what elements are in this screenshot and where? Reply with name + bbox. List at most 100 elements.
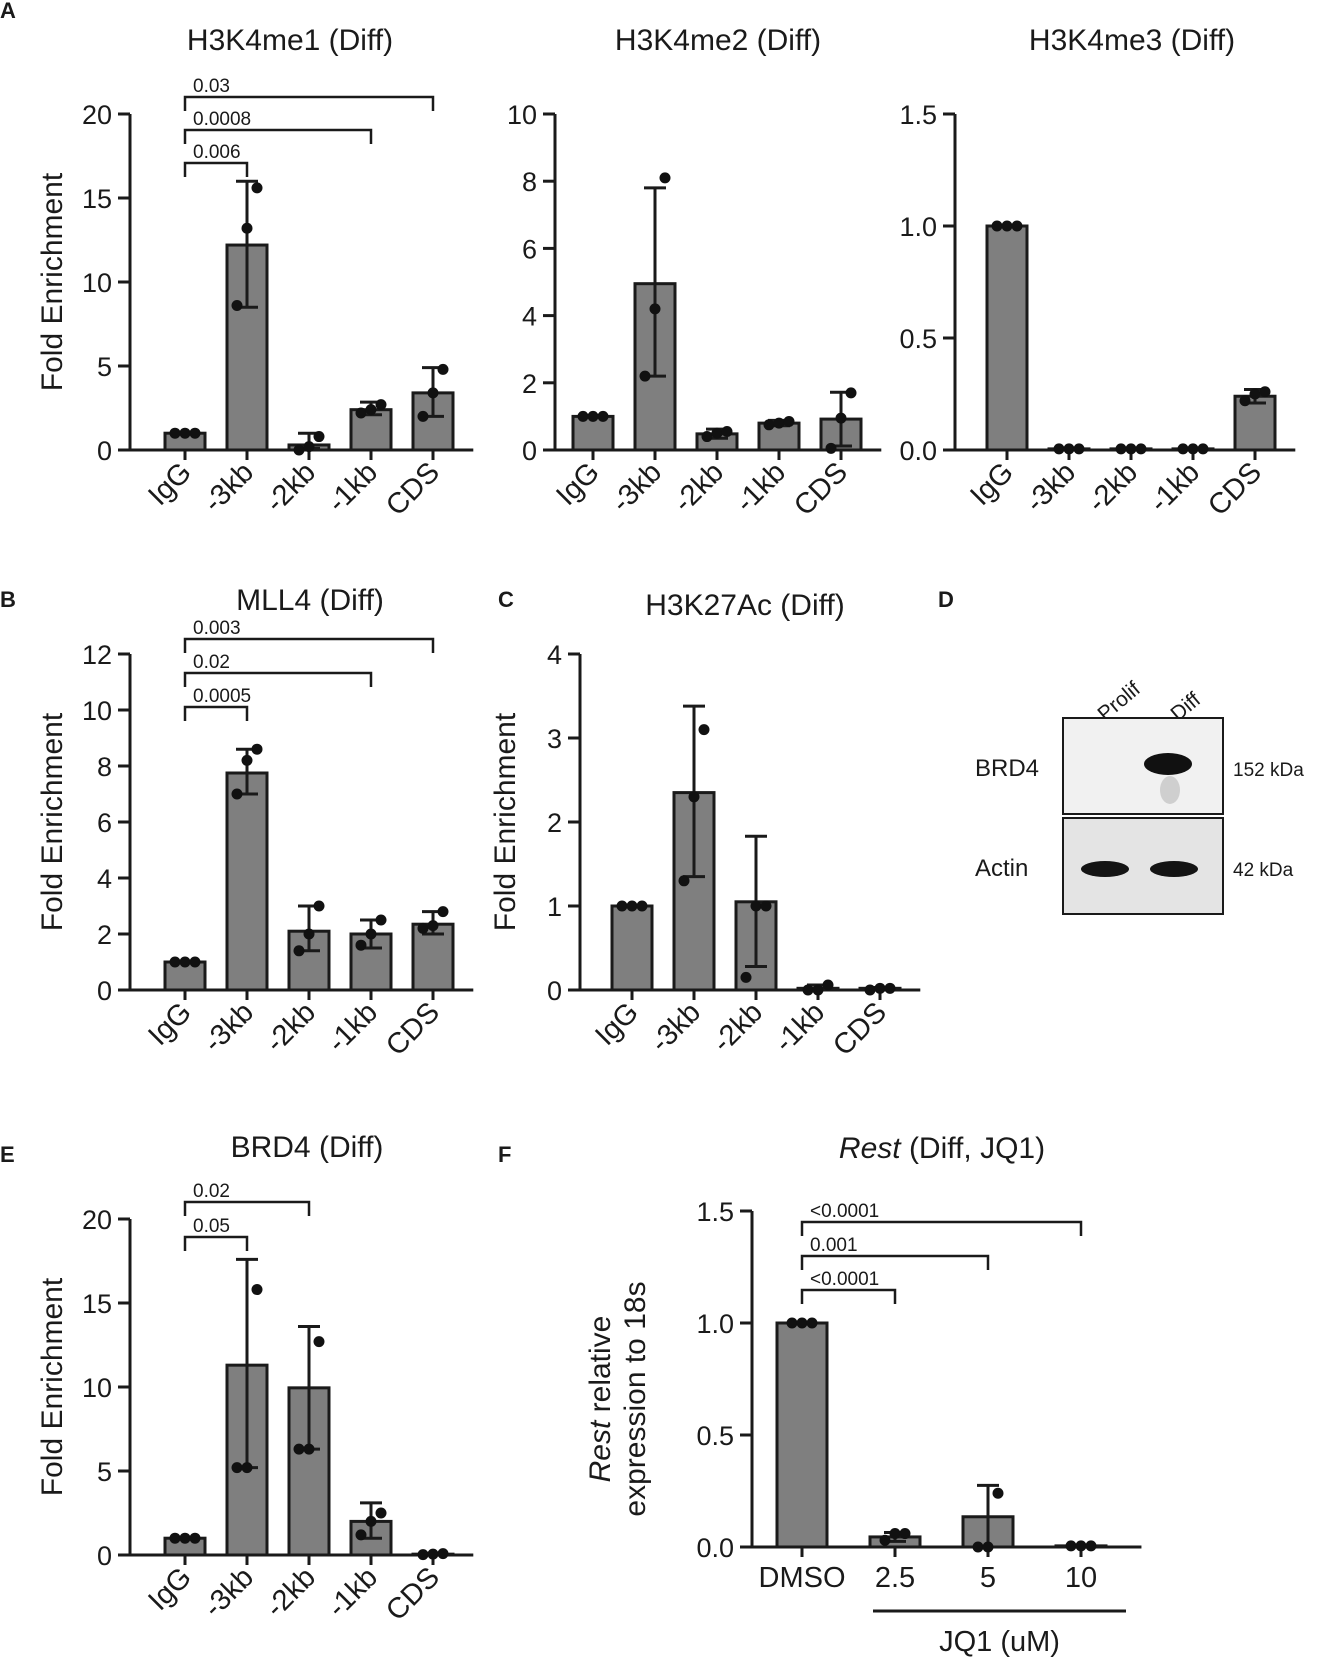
x-category-label: -2kb bbox=[1081, 456, 1144, 519]
data-point bbox=[417, 922, 429, 934]
x-category-label: -1kb bbox=[321, 456, 384, 519]
y-tick-label: 5 bbox=[97, 352, 112, 382]
data-point bbox=[750, 900, 762, 912]
data-point bbox=[179, 956, 191, 968]
data-point bbox=[1125, 443, 1137, 455]
x-category-label: -3kb bbox=[197, 996, 260, 1059]
data-point bbox=[417, 410, 429, 422]
significance-bracket bbox=[183, 161, 249, 177]
y-tick-label: 8 bbox=[97, 752, 112, 782]
y-tick-label: 5 bbox=[97, 1457, 112, 1487]
y-axis-label-line1: Rest relative bbox=[584, 1316, 617, 1483]
data-point bbox=[597, 410, 609, 422]
chart-title: MLL4 (Diff) bbox=[236, 584, 384, 617]
data-point bbox=[169, 956, 181, 968]
x-category-label: -2kb bbox=[259, 1561, 322, 1624]
y-axis-label: Fold Enrichment bbox=[36, 172, 69, 391]
x-category-label: -3kb bbox=[197, 1561, 260, 1624]
panel-letter-c: C bbox=[498, 587, 514, 612]
y-tick-label: 20 bbox=[82, 1205, 112, 1235]
data-point bbox=[303, 441, 315, 453]
x-category-label: IgG bbox=[142, 996, 198, 1052]
data-point bbox=[231, 1462, 243, 1474]
data-point bbox=[427, 387, 439, 399]
significance-bracket bbox=[800, 1288, 897, 1304]
data-point bbox=[1135, 443, 1147, 455]
y-tick-label: 2 bbox=[547, 808, 562, 838]
chart-title-italic: Rest bbox=[839, 1132, 902, 1165]
p-value-label: 0.0005 bbox=[193, 686, 251, 707]
y-tick-label: 0.0 bbox=[899, 436, 937, 466]
chart-h3k27ac: H3K27Ac (Diff) Fold Enrichment 0 1 2 3 4 IgG -3k… bbox=[489, 589, 921, 1062]
y-tick-label: 15 bbox=[82, 1289, 112, 1319]
data-point bbox=[1115, 443, 1127, 455]
data-point bbox=[437, 906, 449, 918]
data-point bbox=[982, 1541, 994, 1553]
group-label: JQ1 (uM) bbox=[939, 1626, 1060, 1658]
data-point bbox=[375, 914, 387, 926]
chart-h3k4me1: H3K4me1 (Diff) Fold Enrichment 0 5 10 15 20 IgG… bbox=[36, 24, 474, 522]
x-category-label: -2kb bbox=[706, 996, 769, 1059]
y-axis-label-italic: Rest bbox=[584, 1419, 617, 1482]
x-category-label: -1kb bbox=[1143, 456, 1206, 519]
data-point bbox=[688, 791, 700, 803]
data-point bbox=[587, 410, 599, 422]
data-point bbox=[169, 427, 181, 439]
data-point bbox=[251, 743, 263, 755]
chart-title: H3K4me3 (Diff) bbox=[1029, 24, 1235, 57]
y-tick-label: 10 bbox=[82, 1373, 112, 1403]
panel-letter-d: D bbox=[938, 587, 954, 612]
data-point bbox=[786, 1317, 798, 1329]
data-point bbox=[577, 410, 589, 422]
p-value-label: <0.0001 bbox=[810, 1269, 879, 1290]
data-point bbox=[1085, 1540, 1097, 1552]
x-category-label: -2kb bbox=[259, 456, 322, 519]
data-point bbox=[179, 427, 191, 439]
y-tick-label: 1.5 bbox=[696, 1197, 734, 1227]
y-tick-label: 0 bbox=[547, 976, 562, 1006]
data-point bbox=[241, 754, 253, 766]
y-tick-label: 0.0 bbox=[696, 1533, 734, 1563]
data-point bbox=[417, 1549, 429, 1561]
chart-title: H3K4me1 (Diff) bbox=[187, 24, 393, 57]
chart-title: Rest (Diff, JQ1) bbox=[839, 1132, 1045, 1165]
data-point bbox=[1197, 443, 1209, 455]
data-point bbox=[899, 1528, 911, 1540]
y-tick-label: 1.0 bbox=[899, 212, 937, 242]
data-point bbox=[835, 412, 847, 424]
data-point bbox=[189, 956, 201, 968]
y-tick-label: 12 bbox=[82, 640, 112, 670]
x-category-label: IgG bbox=[589, 996, 645, 1052]
p-value-label: 0.02 bbox=[193, 1181, 230, 1202]
chart-rest-jq1: Rest (Diff, JQ1)Rest relative expression … bbox=[584, 1132, 1142, 1658]
data-point bbox=[251, 1284, 263, 1296]
x-category-label: 5 bbox=[980, 1562, 996, 1594]
data-point bbox=[773, 417, 785, 429]
y-tick-label: 3 bbox=[547, 724, 562, 754]
y-axis-label: Fold Enrichment bbox=[489, 712, 522, 931]
data-point bbox=[1063, 443, 1075, 455]
panel-letter-b: B bbox=[0, 587, 16, 612]
panel-letter-e: E bbox=[0, 1142, 15, 1167]
data-point bbox=[1239, 395, 1251, 407]
data-point bbox=[763, 419, 775, 431]
data-point bbox=[1259, 386, 1271, 398]
y-tick-label: 20 bbox=[82, 100, 112, 130]
data-point bbox=[806, 1317, 818, 1329]
data-point bbox=[355, 1529, 367, 1541]
x-category-label: IgG bbox=[142, 1561, 198, 1617]
data-point bbox=[822, 979, 834, 991]
significance-bracket bbox=[183, 1235, 249, 1251]
data-point bbox=[293, 1443, 305, 1455]
data-point bbox=[972, 1541, 984, 1553]
data-point bbox=[1177, 443, 1189, 455]
y-tick-label: 10 bbox=[82, 268, 112, 298]
panel-letter-f: F bbox=[498, 1142, 511, 1167]
x-category-label: 2.5 bbox=[875, 1562, 915, 1594]
p-value-label: 0.003 bbox=[193, 618, 241, 639]
x-category-label: DMSO bbox=[759, 1562, 846, 1594]
data-point bbox=[293, 444, 305, 456]
data-point bbox=[303, 1443, 315, 1455]
data-point bbox=[189, 1532, 201, 1544]
